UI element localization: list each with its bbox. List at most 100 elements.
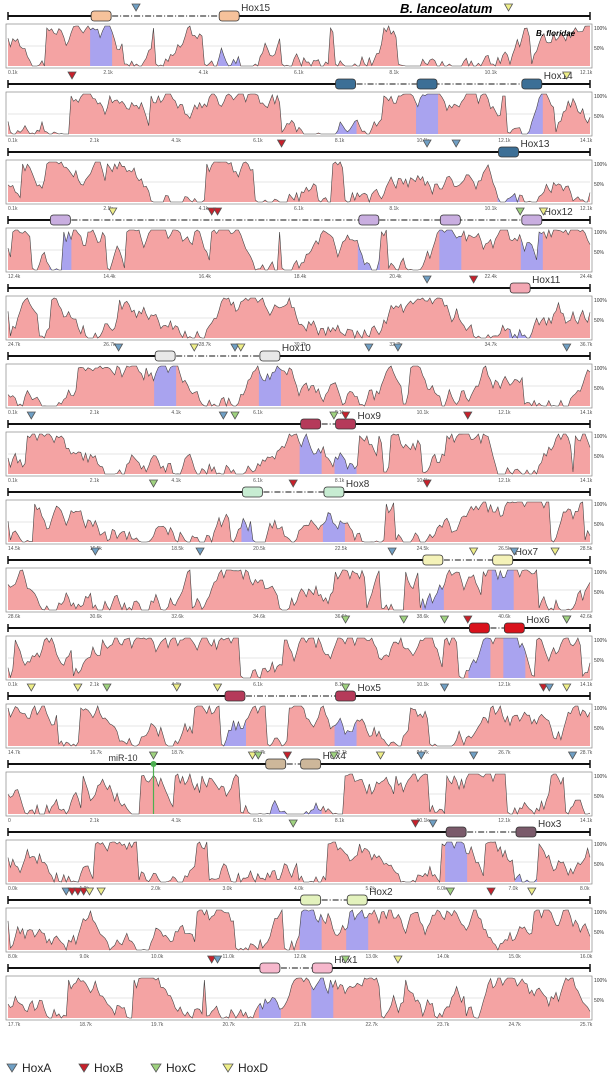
axis-tick-label: 12.1k xyxy=(498,682,511,688)
marker-hoxa-icon xyxy=(428,819,438,828)
pct-label-100: 100% xyxy=(594,570,607,576)
axis-tick-label: 34.7k xyxy=(485,342,498,348)
panel-hox7: Hox7 100% 50% 28.6k 30.6k 32.6k 34.6k 36.6k 38.6… xyxy=(5,547,607,620)
marker-hoxd-icon xyxy=(96,887,106,896)
marker-hoxb-icon xyxy=(486,887,496,896)
axis-tick-label: 18.7k xyxy=(171,750,184,756)
marker-hoxd-icon xyxy=(236,343,246,352)
pct-label-100: 100% xyxy=(594,706,607,712)
marker-hoxc-icon xyxy=(562,615,572,624)
axis-tick-label: 2.1k xyxy=(90,818,100,824)
marker-hoxb-icon xyxy=(282,751,293,760)
axis-tick-label: 32.6k xyxy=(171,614,184,620)
marker-hoxa-icon xyxy=(230,343,240,352)
axis-tick-label: 24.5k xyxy=(417,546,430,552)
axis-tick-label: 2.0k xyxy=(151,886,161,892)
exon-box xyxy=(242,486,263,498)
axis-tick-label: 8.1k xyxy=(389,70,399,76)
pct-label-100: 100% xyxy=(594,230,607,236)
marker-hoxb-icon xyxy=(410,819,421,828)
axis-tick-label: 14.4k xyxy=(103,274,116,280)
axis-tick-label: 10.1k xyxy=(417,410,430,416)
panel-hox2: Hox2 100% 50% 8.0k 9.0k 10.0k 11.0k 12.0k 13.0k 1… xyxy=(5,887,607,960)
axis-tick-label: 6.1k xyxy=(253,478,263,484)
axis-tick-label: 28.5k xyxy=(580,546,593,552)
marker-hoxd-icon xyxy=(172,683,182,692)
axis-tick-label: 5.0k xyxy=(366,886,376,892)
exon-box xyxy=(49,214,71,226)
marker-hoxd-icon xyxy=(84,887,95,896)
axis-tick-label: 19.7k xyxy=(151,1022,164,1028)
marker-hoxc-icon xyxy=(230,411,240,420)
pct-label-50: 50% xyxy=(594,250,605,256)
marker-hoxc-icon xyxy=(288,819,298,828)
gene-label: Hox5 xyxy=(358,683,382,694)
intron-gap xyxy=(479,626,515,630)
exon-box xyxy=(265,758,287,770)
panel-hox8: Hox8100%50%14.5k16.5k18.5k20.5k22.5k24.5… xyxy=(5,479,607,552)
axis-tick-label: 6.0k xyxy=(437,886,447,892)
axis-tick-label: 22.7k xyxy=(366,1022,379,1028)
axis-tick-label: 0 xyxy=(8,818,11,824)
axis-tick-label: 8.1k xyxy=(335,478,345,484)
axis-tick-label: 14.5k xyxy=(8,546,21,552)
legend-hoxb-label: HoxB xyxy=(94,1061,123,1075)
marker-hoxd-icon xyxy=(538,207,549,216)
axis-tick-label: 8.1k xyxy=(335,138,345,144)
panel-hox11: Hox11100%50%24.7k26.7k28.7k30.7k32.7k34.… xyxy=(5,275,607,348)
gene-label: Hox14 xyxy=(544,71,573,82)
axis-tick-label: 10.1k xyxy=(485,70,498,76)
conservation-curve xyxy=(7,501,591,543)
marker-hoxb-icon xyxy=(276,139,287,148)
conservation-curve xyxy=(7,841,591,883)
axis-tick-label: 8.0k xyxy=(8,954,18,960)
axis-tick-label: 6.1k xyxy=(253,138,263,144)
marker-hoxd-icon xyxy=(73,683,83,692)
exon-box xyxy=(224,690,246,702)
axis-tick-label: 18.4k xyxy=(294,274,307,280)
exon-box xyxy=(445,826,467,838)
panel-hox9: Hox9 100% 50% 0.1k 2.1k 4.1k 6.1k 8.1k 10.1k 12.1… xyxy=(5,411,607,484)
gene-label: Hox12 xyxy=(544,207,573,218)
marker-hoxa-icon xyxy=(562,343,572,352)
pct-label-50: 50% xyxy=(594,46,605,52)
legend-hoxa-label: HoxA xyxy=(22,1061,51,1075)
axis-tick-label: 28.7k xyxy=(199,342,212,348)
axis-tick-label: 4.1k xyxy=(171,138,181,144)
panel-hox14: Hox14 100% 50% 0.1k 2.1k 4.1k 6.1k 8.1k 10.1k 12.… xyxy=(5,71,607,144)
axis-tick-label: 38.6k xyxy=(417,614,430,620)
axis-tick-label: 0.1k xyxy=(8,682,18,688)
legend: HoxA HoxB HoxC HoxD xyxy=(6,1061,268,1075)
axis-tick-label: 20.7k xyxy=(223,1022,236,1028)
pct-label-100: 100% xyxy=(594,978,607,984)
axis-tick-label: 8.1k xyxy=(335,410,345,416)
marker-hoxa-icon xyxy=(416,751,426,760)
exon-conservation-fill xyxy=(90,26,113,66)
panel-hox13: Hox13 100% 50% 0.1k 2.1k 4.1k 6.1k 8.1k 10.1k 12.… xyxy=(5,139,607,212)
legend-hoxd-label: HoxD xyxy=(238,1061,268,1075)
axis-tick-label: 36.7k xyxy=(580,342,593,348)
axis-tick-label: 30.6k xyxy=(90,614,103,620)
conservation-curve xyxy=(7,93,591,135)
pct-label-100: 100% xyxy=(594,502,607,508)
pct-label-50: 50% xyxy=(594,658,605,664)
marker-hoxc-icon xyxy=(329,751,339,760)
gene-label: Hox3 xyxy=(538,819,562,830)
axis-tick-label: 20.4k xyxy=(389,274,402,280)
exon-box xyxy=(422,554,444,566)
exon-box xyxy=(492,554,514,566)
legend-hoxd-icon xyxy=(222,1063,234,1073)
axis-tick-label: 10.0k xyxy=(151,954,164,960)
axis-tick-label: 2.1k xyxy=(90,410,100,416)
axis-tick-label: 10.1k xyxy=(417,478,430,484)
gene-label: Hox6 xyxy=(526,615,550,626)
pct-label-50: 50% xyxy=(594,522,605,528)
exon-box xyxy=(346,894,368,906)
axis-tick-label: 14.1k xyxy=(580,410,593,416)
pct-label-50: 50% xyxy=(594,318,605,324)
pct-label-100: 100% xyxy=(594,434,607,440)
axis-tick-label: 26.5k xyxy=(498,546,511,552)
marker-hoxa-icon xyxy=(90,547,100,556)
intron-gap xyxy=(101,14,230,18)
